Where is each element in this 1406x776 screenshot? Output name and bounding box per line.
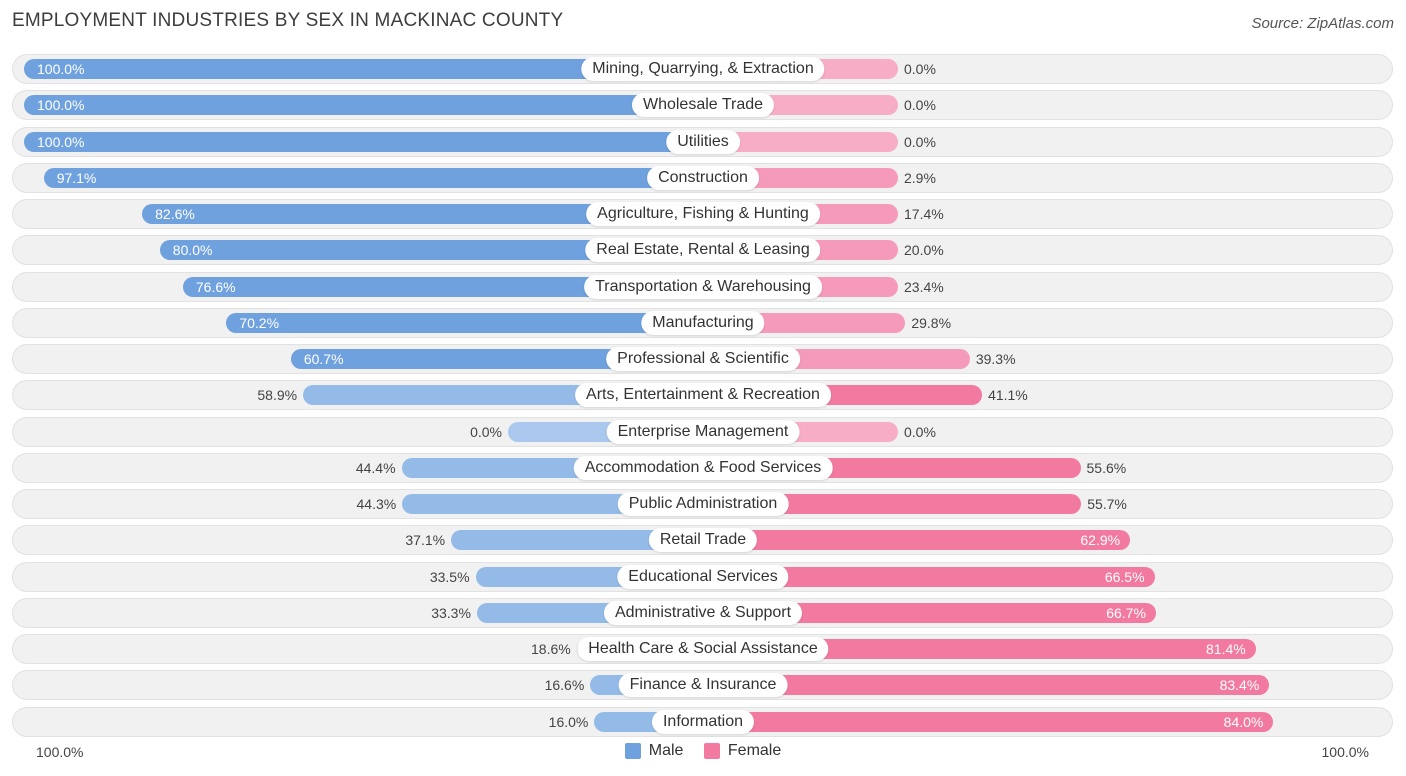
female-bar bbox=[703, 675, 1270, 696]
male-bar bbox=[24, 131, 703, 152]
female-value-label: 41.1% bbox=[988, 387, 1028, 404]
female-value-label: 62.9% bbox=[1080, 532, 1121, 549]
female-value-label: 66.5% bbox=[1104, 568, 1145, 585]
male-value-label: 100.0% bbox=[37, 133, 85, 150]
female-value-label: 20.0% bbox=[904, 242, 944, 259]
category-label: Construction bbox=[647, 165, 759, 190]
female-value-label: 0.0% bbox=[904, 97, 936, 114]
male-value-label: 76.6% bbox=[195, 278, 236, 295]
category-label: Information bbox=[651, 709, 755, 734]
female-bar bbox=[703, 566, 1155, 587]
male-value-label: 18.6% bbox=[531, 641, 571, 657]
female-bar bbox=[703, 711, 1274, 732]
male-value-label: 100.0% bbox=[37, 97, 85, 114]
male-bar bbox=[226, 312, 703, 333]
female-value-label: 23.4% bbox=[904, 278, 944, 295]
category-label: Utilities bbox=[666, 129, 740, 154]
category-label: Retail Trade bbox=[648, 528, 758, 553]
male-value-label: 80.0% bbox=[172, 242, 213, 259]
category-label: Real Estate, Rental & Leasing bbox=[585, 238, 821, 263]
female-value-label: 81.4% bbox=[1206, 641, 1246, 657]
category-label: Health Care & Social Assistance bbox=[577, 637, 829, 661]
category-label: Enterprise Management bbox=[606, 419, 800, 444]
male-value-label: 0.0% bbox=[470, 423, 502, 440]
category-label: Agriculture, Fishing & Hunting bbox=[586, 202, 820, 226]
female-value-label: 2.9% bbox=[904, 169, 936, 186]
female-value-label: 0.0% bbox=[904, 423, 936, 440]
category-label: Mining, Quarrying, & Extraction bbox=[581, 57, 825, 81]
male-value-label: 16.0% bbox=[548, 713, 589, 730]
female-value-label: 66.7% bbox=[1106, 604, 1146, 621]
female-value-label: 83.4% bbox=[1219, 677, 1260, 694]
male-value-label: 16.6% bbox=[544, 677, 585, 694]
female-value-label: 55.6% bbox=[1086, 459, 1127, 476]
male-bar bbox=[142, 204, 703, 224]
male-bar bbox=[451, 530, 703, 551]
legend-item-female: Female bbox=[703, 742, 782, 760]
category-label: Finance & Insurance bbox=[618, 673, 788, 698]
category-label: Wholesale Trade bbox=[631, 93, 775, 118]
category-label: Administrative & Support bbox=[603, 600, 803, 625]
male-bar bbox=[290, 349, 703, 369]
female-bar bbox=[703, 530, 1131, 551]
female-value-label: 39.3% bbox=[975, 351, 1016, 367]
male-bar bbox=[43, 167, 703, 188]
female-bar bbox=[703, 494, 1082, 514]
male-value-label: 82.6% bbox=[155, 206, 195, 222]
male-bar bbox=[182, 276, 703, 297]
axis-right-label: 100.0% bbox=[1321, 744, 1369, 760]
legend-swatch-female bbox=[703, 743, 720, 759]
category-label: Transportation & Warehousing bbox=[584, 274, 822, 299]
category-label: Professional & Scientific bbox=[606, 347, 800, 371]
legend-item-male: Male bbox=[624, 742, 684, 760]
female-value-label: 55.7% bbox=[1087, 496, 1127, 512]
male-value-label: 33.3% bbox=[431, 604, 471, 621]
source-credit: Source: ZipAtlas.com bbox=[1251, 15, 1394, 32]
female-value-label: 29.8% bbox=[911, 314, 952, 331]
category-label: Public Administration bbox=[617, 492, 789, 516]
male-value-label: 37.1% bbox=[405, 532, 446, 549]
female-value-label: 0.0% bbox=[904, 61, 936, 77]
legend-label-female: Female bbox=[727, 742, 782, 759]
chart-title: EMPLOYMENT INDUSTRIES BY SEX IN MACKINAC… bbox=[12, 10, 564, 31]
male-value-label: 97.1% bbox=[56, 169, 97, 186]
category-label: Educational Services bbox=[617, 564, 789, 589]
female-bar bbox=[703, 602, 1156, 623]
male-value-label: 100.0% bbox=[37, 61, 85, 77]
male-value-label: 60.7% bbox=[303, 351, 344, 367]
legend-label-male: Male bbox=[648, 742, 684, 759]
male-value-label: 33.5% bbox=[429, 568, 470, 585]
axis-left-label: 100.0% bbox=[36, 744, 84, 760]
category-label: Arts, Entertainment & Recreation bbox=[575, 383, 831, 408]
male-value-label: 44.4% bbox=[355, 459, 396, 476]
female-value-label: 0.0% bbox=[904, 133, 936, 150]
male-bar bbox=[159, 240, 703, 261]
legend: Male Female bbox=[0, 742, 1406, 764]
category-label: Manufacturing bbox=[641, 310, 765, 335]
female-value-label: 84.0% bbox=[1223, 713, 1264, 730]
female-bar bbox=[703, 131, 898, 152]
category-label: Accommodation & Food Services bbox=[573, 455, 833, 480]
male-bar bbox=[24, 59, 703, 79]
male-bar bbox=[24, 95, 703, 116]
male-value-label: 44.3% bbox=[356, 496, 397, 512]
female-bar bbox=[703, 639, 1256, 659]
male-value-label: 70.2% bbox=[239, 314, 280, 331]
female-value-label: 17.4% bbox=[904, 206, 944, 222]
male-value-label: 58.9% bbox=[257, 387, 298, 404]
legend-swatch-male bbox=[624, 743, 641, 759]
